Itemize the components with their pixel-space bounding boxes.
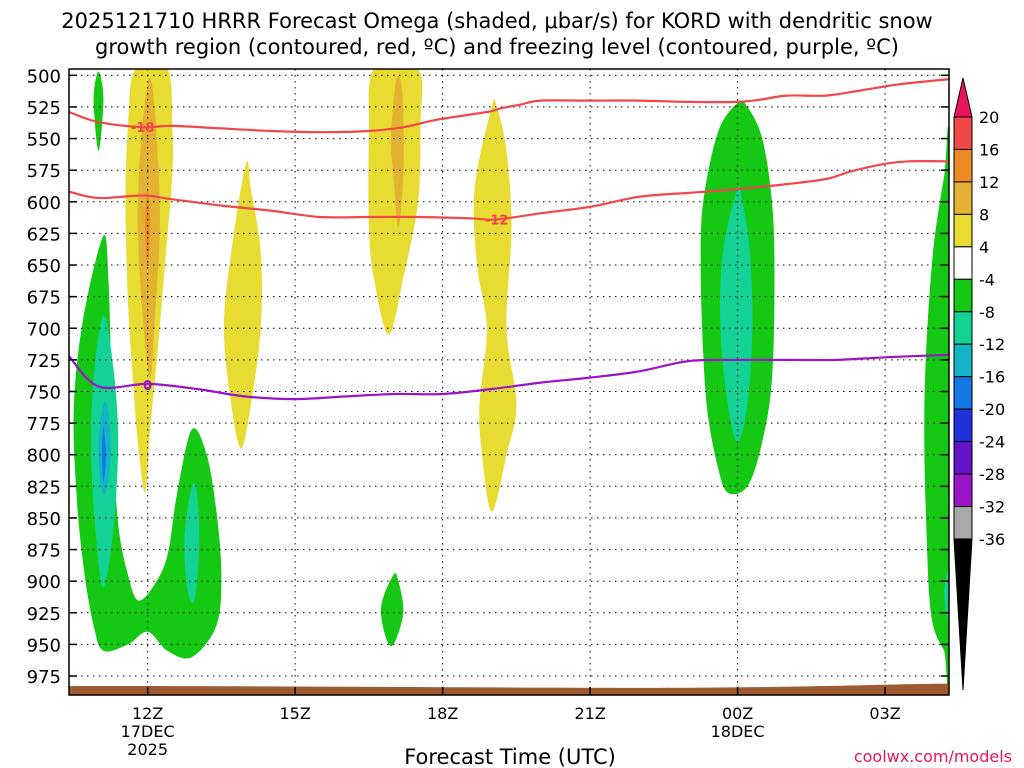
y-tick-label-625: 625 bbox=[27, 224, 61, 245]
colorbar-label-1: 16 bbox=[979, 140, 999, 159]
contour-label-dgz-minus18: -18 bbox=[131, 121, 155, 136]
y-tick-label-575: 575 bbox=[27, 161, 61, 182]
x-tick-label-03Z: 03Z bbox=[869, 704, 900, 723]
colorbar-label-0: 20 bbox=[979, 108, 999, 127]
omega-region-6 bbox=[380, 573, 404, 647]
colorbar-bin-2 bbox=[953, 148, 973, 183]
colorbar-bin-10 bbox=[953, 408, 973, 443]
colorbar-bin-13 bbox=[953, 506, 973, 540]
omega-region-13 bbox=[145, 189, 151, 265]
y-tick-label-550: 550 bbox=[27, 130, 61, 151]
terrain-band bbox=[69, 683, 949, 695]
contour-freezing-level bbox=[69, 353, 949, 401]
y-tick-label-875: 875 bbox=[27, 541, 61, 562]
y-tick-label-725: 725 bbox=[27, 351, 61, 372]
colorbar-label-8: -16 bbox=[979, 368, 1005, 387]
colorbar-label-3: 8 bbox=[979, 205, 989, 224]
contour-layer: -18 -12 0 bbox=[69, 78, 949, 401]
colorbar-bin-11 bbox=[953, 441, 973, 475]
x-tick-sublabel-12Z: 17DEC bbox=[121, 722, 175, 741]
contour-label-dgz-minus12: -12 bbox=[485, 213, 509, 228]
omega-region-0 bbox=[93, 71, 104, 152]
omega-region-8 bbox=[720, 186, 753, 443]
y-tick-label-825: 825 bbox=[27, 477, 61, 498]
colorbar-bin-7 bbox=[953, 311, 973, 345]
colorbar-arrow-bottom bbox=[953, 538, 973, 691]
contour-label-freezing-level: 0 bbox=[143, 379, 152, 394]
x-tick-label-00Z: 00Z bbox=[722, 704, 753, 723]
y-tick-label-750: 750 bbox=[27, 382, 61, 403]
colorbar-bin-8 bbox=[953, 343, 973, 378]
y-tick-label-525: 525 bbox=[27, 98, 61, 119]
y-tick-label-650: 650 bbox=[27, 256, 61, 277]
y-tick-label-700: 700 bbox=[27, 319, 61, 340]
colorbar-label-11: -28 bbox=[979, 465, 1005, 484]
chart-title-line2: growth region (contoured, red, ºC) and f… bbox=[95, 35, 899, 59]
omega-region-4 bbox=[101, 426, 106, 483]
colorbar-label-10: -24 bbox=[979, 433, 1005, 452]
omega-region-5 bbox=[184, 482, 200, 603]
omega-region-15 bbox=[368, 69, 423, 335]
colorbar-bin-1 bbox=[953, 116, 973, 150]
colorbar-arrow-top bbox=[953, 77, 973, 118]
colorbar-bin-4 bbox=[953, 213, 973, 248]
y-tick-label-675: 675 bbox=[27, 288, 61, 309]
colorbar-label-12: -32 bbox=[979, 498, 1005, 517]
colorbar-bin-6 bbox=[953, 278, 973, 313]
y-tick-label-975: 975 bbox=[27, 667, 61, 688]
x-axis-label: Forecast Time (UTC) bbox=[404, 745, 616, 768]
watermark: coolwx.com/models bbox=[854, 747, 1012, 766]
y-tick-label-500: 500 bbox=[27, 66, 61, 87]
omega-region-14 bbox=[223, 160, 262, 449]
y-tick-label-600: 600 bbox=[27, 193, 61, 214]
y-axis: 500 525 550 575 600 625 650 675 700 725 750 775 800 8… bbox=[27, 66, 949, 688]
omega-shading bbox=[73, 69, 949, 693]
contour-dgz-minus18 bbox=[69, 78, 949, 134]
omega-region-16 bbox=[390, 76, 404, 228]
omega-region-17 bbox=[473, 98, 517, 512]
terrain-layer bbox=[69, 683, 949, 695]
x-tick-sublabel2-12Z: 2025 bbox=[127, 740, 168, 759]
y-tick-label-800: 800 bbox=[27, 446, 61, 467]
colorbar-bin-12 bbox=[953, 473, 973, 508]
colorbar: 20 16 12 8 4 -4 -8 -12 -16 -20 -24 -28 -32 -36 bbox=[953, 77, 1005, 691]
colorbar-label-2: 12 bbox=[979, 173, 999, 192]
colorbar-label-4: 4 bbox=[979, 238, 989, 257]
chart-title-line1: 2025121710 HRRR Forecast Omega (shaded, … bbox=[61, 9, 932, 33]
colorbar-label-5: -4 bbox=[979, 270, 995, 289]
colorbar-label-9: -20 bbox=[979, 400, 1005, 419]
x-tick-label-12Z: 12Z bbox=[132, 704, 163, 723]
x-tick-label-18Z: 18Z bbox=[427, 704, 458, 723]
colorbar-bin-3 bbox=[953, 181, 973, 215]
x-tick-label-15Z: 15Z bbox=[279, 704, 310, 723]
colorbar-label-13: -36 bbox=[979, 530, 1005, 549]
gridlines bbox=[69, 69, 949, 695]
plot-frame bbox=[68, 68, 950, 696]
x-tick-sublabel-00Z: 18DEC bbox=[711, 722, 765, 741]
y-tick-label-925: 925 bbox=[27, 604, 61, 625]
omega-region-9 bbox=[924, 126, 949, 693]
colorbar-label-7: -12 bbox=[979, 335, 1005, 354]
y-tick-label-950: 950 bbox=[27, 635, 61, 656]
y-tick-label-900: 900 bbox=[27, 572, 61, 593]
colorbar-label-6: -8 bbox=[979, 303, 995, 322]
y-tick-label-775: 775 bbox=[27, 414, 61, 435]
x-tick-label-21Z: 21Z bbox=[574, 704, 605, 723]
colorbar-bin-9 bbox=[953, 376, 973, 410]
colorbar-bin-5 bbox=[953, 246, 973, 280]
contour-dgz-minus12 bbox=[69, 160, 949, 221]
y-tick-label-850: 850 bbox=[27, 509, 61, 530]
